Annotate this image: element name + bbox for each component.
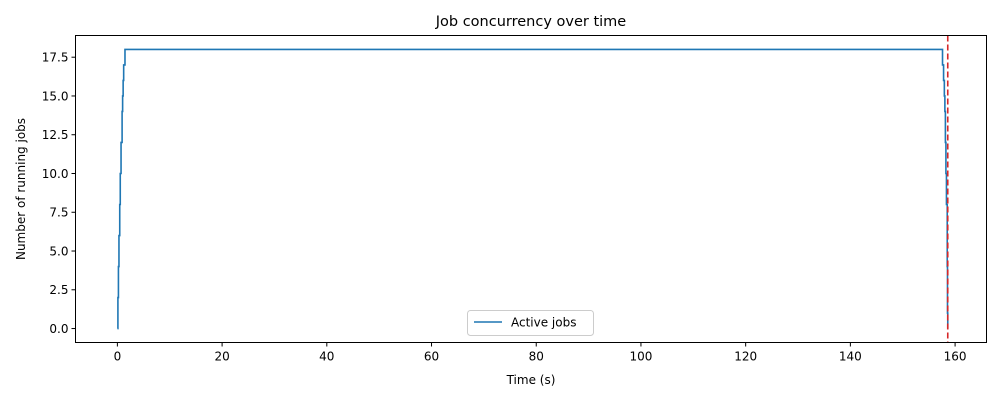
series-line-active-jobs [117,48,949,330]
y-tick-label: 5.0 [49,244,68,258]
legend: Active jobs [467,310,594,336]
plot-frame [75,35,987,343]
x-tick-label: 20 [214,350,229,364]
x-tick-label: 60 [424,350,439,364]
x-tick-label: 120 [734,350,757,364]
x-tick-label: 160 [944,350,967,364]
y-tick-label: 12.5 [42,128,69,142]
x-tick-label: 0 [114,350,122,364]
y-tick-label: 10.0 [42,167,69,181]
y-axis-label: Number of running jobs [14,118,28,260]
marks-layer [117,35,949,343]
x-tick-label: 40 [319,350,334,364]
y-tick-label: 17.5 [42,51,69,65]
y-ticks: 0.0 2.5 5.0 7.5 10.0 12.5 15.0 17.5 [42,51,76,336]
y-tick-label: 7.5 [49,206,68,220]
legend-box [467,310,594,336]
y-tick-label: 0.0 [49,322,68,336]
x-tick-label: 140 [839,350,862,364]
x-tick-label: 80 [529,350,544,364]
legend-label-active-jobs: Active jobs [511,316,576,330]
x-axis-label: Time (s) [506,373,556,387]
y-tick-label: 15.0 [42,89,69,103]
x-ticks: 0 20 40 60 80 100 120 140 160 [114,342,967,364]
y-tick-label: 2.5 [49,283,68,297]
chart-title: Job concurrency over time [435,14,627,30]
x-tick-label: 100 [629,350,652,364]
